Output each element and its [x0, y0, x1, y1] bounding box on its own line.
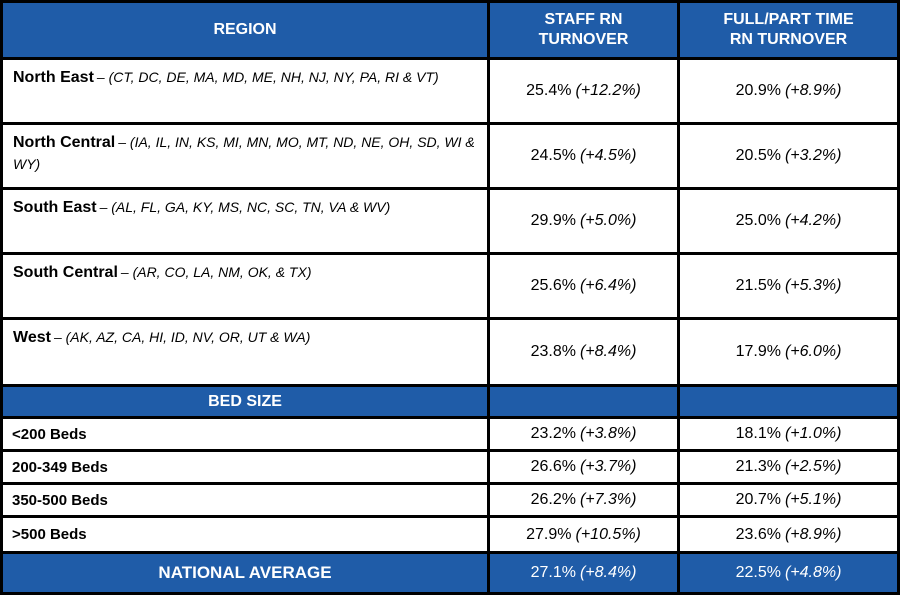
staff-rn-change: (+8.4%): [579, 564, 637, 581]
fpt-rn-turnover-cell: 21.5% (+5.3%): [677, 252, 900, 320]
region-name: South Central: [13, 264, 118, 281]
fpt-rn-value: 25.0%: [735, 212, 781, 229]
table-row-region-west: West – (AK, AZ, CA, HI, ID, NV, OR, UT & …: [0, 317, 900, 387]
fpt-rn-value: 20.5%: [735, 147, 781, 164]
fpt-rn-change: (+5.3%): [784, 277, 842, 294]
region-cell: North East – (CT, DC, DE, MA, MD, ME, NH,…: [0, 57, 490, 125]
staff-rn-change: (+12.2%): [575, 82, 641, 99]
staff-rn-turnover-cell: 26.2% (+7.3%): [487, 482, 680, 518]
region-states: – (AK, AZ, CA, HI, ID, NV, OR, UT & WA): [53, 329, 311, 345]
bed-size-label: <200 Beds: [0, 416, 490, 452]
fpt-rn-value: 21.3%: [735, 458, 781, 475]
staff-rn-change: (+8.4%): [579, 343, 637, 360]
staff-rn-turnover-cell: 25.6% (+6.4%): [487, 252, 680, 320]
region-states: – (IA, IL, IN, KS, MI, MN, MO, MT, ND, N…: [13, 134, 475, 172]
table-row-bed-over-500: >500 Beds 27.9% (+10.5%) 23.6% (+8.9%): [0, 515, 900, 554]
column-header-full-part-time-rn-turnover: FULL/PART TIME RN TURNOVER: [677, 0, 900, 60]
header-row: REGION STAFF RN TURNOVER FULL/PART TIME …: [0, 0, 900, 60]
bed-size-label: 200-349 Beds: [0, 449, 490, 485]
fpt-rn-change: (+8.9%): [784, 525, 842, 543]
fpt-rn-turnover-cell: 21.3% (+2.5%): [677, 449, 900, 485]
bed-size-label: >500 Beds: [0, 515, 490, 554]
bed-size-section-empty-cell: [487, 384, 680, 419]
staff-rn-value: 25.4%: [526, 82, 572, 99]
fpt-rn-change: (+4.8%): [784, 564, 842, 581]
staff-rn-turnover-cell: 24.5% (+4.5%): [487, 122, 680, 190]
region-cell: South East – (AL, FL, GA, KY, MS, NC, SC,…: [0, 187, 490, 255]
staff-rn-value: 27.9%: [526, 525, 572, 543]
fpt-rn-value: 17.9%: [735, 343, 781, 360]
staff-rn-change: (+6.4%): [579, 277, 637, 294]
region-name: North Central: [13, 134, 116, 151]
staff-rn-change: (+4.5%): [579, 147, 637, 164]
staff-rn-turnover-cell: 26.6% (+3.7%): [487, 449, 680, 485]
staff-rn-value: 25.6%: [530, 277, 576, 294]
fpt-rn-turnover-cell: 20.7% (+5.1%): [677, 482, 900, 518]
staff-rn-value: 23.2%: [530, 425, 576, 442]
table-row-region-south-east: South East – (AL, FL, GA, KY, MS, NC, SC,…: [0, 187, 900, 255]
bed-size-section-empty-cell: [677, 384, 900, 419]
fpt-rn-change: (+3.2%): [784, 147, 842, 164]
fpt-rn-change: (+6.0%): [784, 343, 842, 360]
fpt-rn-change: (+5.1%): [784, 491, 842, 508]
table-row-region-north-central: North Central – (IA, IL, IN, KS, MI, MN, …: [0, 122, 900, 190]
region-states: – (AL, FL, GA, KY, MS, NC, SC, TN, VA & …: [99, 199, 391, 215]
staff-rn-value: 27.1%: [530, 564, 576, 581]
staff-rn-value: 29.9%: [530, 212, 576, 229]
bed-size-section-title: BED SIZE: [0, 384, 490, 419]
fpt-rn-value: 22.5%: [735, 564, 781, 581]
region-states: – (CT, DC, DE, MA, MD, ME, NH, NJ, NY, P…: [96, 69, 439, 85]
table-row-bed-under-200: <200 Beds 23.2% (+3.8%) 18.1% (+1.0%): [0, 416, 900, 452]
fpt-rn-turnover-cell: 18.1% (+1.0%): [677, 416, 900, 452]
staff-rn-value: 24.5%: [530, 147, 576, 164]
staff-rn-turnover-cell: 25.4% (+12.2%): [487, 57, 680, 125]
region-name: South East: [13, 199, 97, 216]
region-name: North East: [13, 69, 94, 86]
fpt-rn-turnover-cell: 17.9% (+6.0%): [677, 317, 900, 387]
fpt-rn-value: 20.7%: [735, 491, 781, 508]
staff-rn-change: (+3.7%): [579, 458, 637, 475]
fpt-rn-change: (+2.5%): [784, 458, 842, 475]
staff-rn-turnover-cell: 29.9% (+5.0%): [487, 187, 680, 255]
region-cell: North Central – (IA, IL, IN, KS, MI, MN, …: [0, 122, 490, 190]
staff-rn-value: 26.6%: [530, 458, 576, 475]
staff-rn-turnover-cell: 23.2% (+3.8%): [487, 416, 680, 452]
column-header-staff-rn-turnover: STAFF RN TURNOVER: [487, 0, 680, 60]
national-average-label: NATIONAL AVERAGE: [0, 551, 490, 595]
table-row-bed-200-349: 200-349 Beds 26.6% (+3.7%) 21.3% (+2.5%): [0, 449, 900, 485]
staff-rn-turnover-cell: 23.8% (+8.4%): [487, 317, 680, 387]
fpt-rn-change: (+4.2%): [784, 212, 842, 229]
staff-rn-turnover-cell: 27.9% (+10.5%): [487, 515, 680, 554]
column-header-region: REGION: [0, 0, 490, 60]
fpt-rn-value: 18.1%: [735, 425, 781, 442]
staff-rn-value: 23.8%: [530, 343, 576, 360]
staff-rn-change: (+7.3%): [579, 491, 637, 508]
fpt-rn-value: 23.6%: [735, 525, 781, 543]
staff-rn-change: (+10.5%): [575, 525, 641, 543]
region-cell: South Central – (AR, CO, LA, NM, OK, & TX…: [0, 252, 490, 320]
staff-rn-change: (+5.0%): [579, 212, 637, 229]
fpt-rn-change: (+1.0%): [784, 425, 842, 442]
region-states: – (AR, CO, LA, NM, OK, & TX): [120, 264, 312, 280]
table-row-region-south-central: South Central – (AR, CO, LA, NM, OK, & TX…: [0, 252, 900, 320]
fpt-rn-turnover-cell: 23.6% (+8.9%): [677, 515, 900, 554]
fpt-rn-turnover-cell: 20.5% (+3.2%): [677, 122, 900, 190]
fpt-rn-change: (+8.9%): [784, 82, 842, 99]
bed-size-section-row: BED SIZE: [0, 384, 900, 419]
staff-rn-turnover-cell: 27.1% (+8.4%): [487, 551, 680, 595]
table-row-region-north-east: North East – (CT, DC, DE, MA, MD, ME, NH,…: [0, 57, 900, 125]
national-average-row: NATIONAL AVERAGE 27.1% (+8.4%) 22.5% (+4.8…: [0, 551, 900, 595]
region-cell: West – (AK, AZ, CA, HI, ID, NV, OR, UT & …: [0, 317, 490, 387]
fpt-rn-value: 21.5%: [735, 277, 781, 294]
fpt-rn-turnover-cell: 22.5% (+4.8%): [677, 551, 900, 595]
fpt-rn-value: 20.9%: [735, 82, 781, 99]
staff-rn-value: 26.2%: [530, 491, 576, 508]
staff-rn-change: (+3.8%): [579, 425, 637, 442]
fpt-rn-turnover-cell: 25.0% (+4.2%): [677, 187, 900, 255]
fpt-rn-turnover-cell: 20.9% (+8.9%): [677, 57, 900, 125]
region-name: West: [13, 329, 51, 346]
table-row-bed-350-500: 350-500 Beds 26.2% (+7.3%) 20.7% (+5.1%): [0, 482, 900, 518]
bed-size-label: 350-500 Beds: [0, 482, 490, 518]
